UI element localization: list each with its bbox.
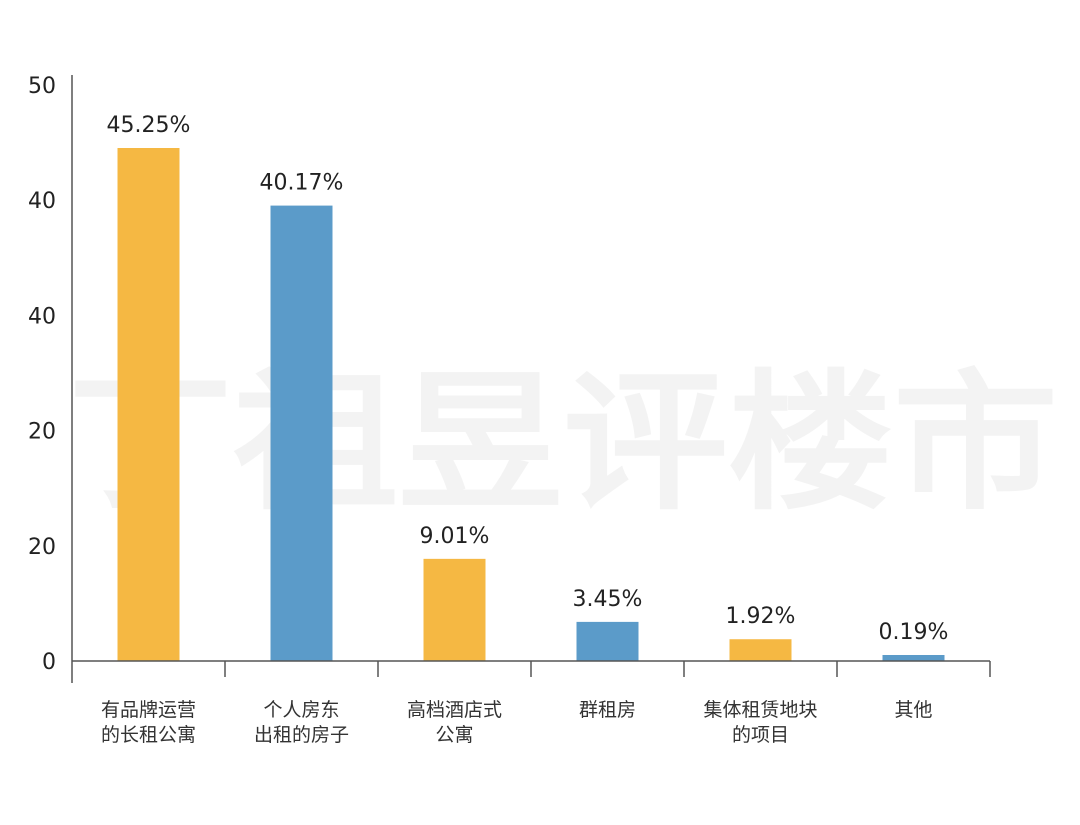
bar	[270, 205, 333, 661]
bar-value-label: 9.01%	[420, 524, 490, 549]
category-label: 高档酒店式	[407, 699, 502, 721]
bar-value-label: 45.25%	[107, 113, 191, 138]
category-label: 个人房东	[263, 699, 339, 721]
bar	[882, 655, 945, 661]
bar	[423, 558, 486, 661]
category-label: 其他	[894, 699, 932, 721]
category-label: 的项目	[732, 724, 789, 746]
bar-value-label: 3.45%	[573, 587, 643, 612]
bar	[117, 148, 180, 661]
bar	[729, 639, 792, 661]
category-label: 有品牌运营	[101, 699, 196, 721]
bar-value-label: 40.17%	[260, 171, 344, 196]
y-tick-label: 40	[28, 304, 56, 329]
y-tick-label: 40	[28, 189, 56, 214]
y-tick-label: 0	[42, 650, 56, 675]
y-tick-label: 20	[28, 535, 56, 560]
category-label: 公寓	[435, 724, 473, 746]
y-tick-label: 50	[28, 74, 56, 99]
category-label: 集体租赁地块	[703, 699, 817, 721]
watermark: 丁祖昱评楼市	[68, 355, 1058, 531]
category-label: 的长租公寓	[101, 724, 196, 746]
bar	[576, 621, 639, 661]
y-tick-label: 20	[28, 420, 56, 445]
bar-value-label: 1.92%	[726, 604, 796, 629]
bar-value-label: 0.19%	[879, 620, 949, 645]
category-label: 群租房	[579, 699, 636, 721]
category-label: 出租的房子	[254, 724, 349, 746]
